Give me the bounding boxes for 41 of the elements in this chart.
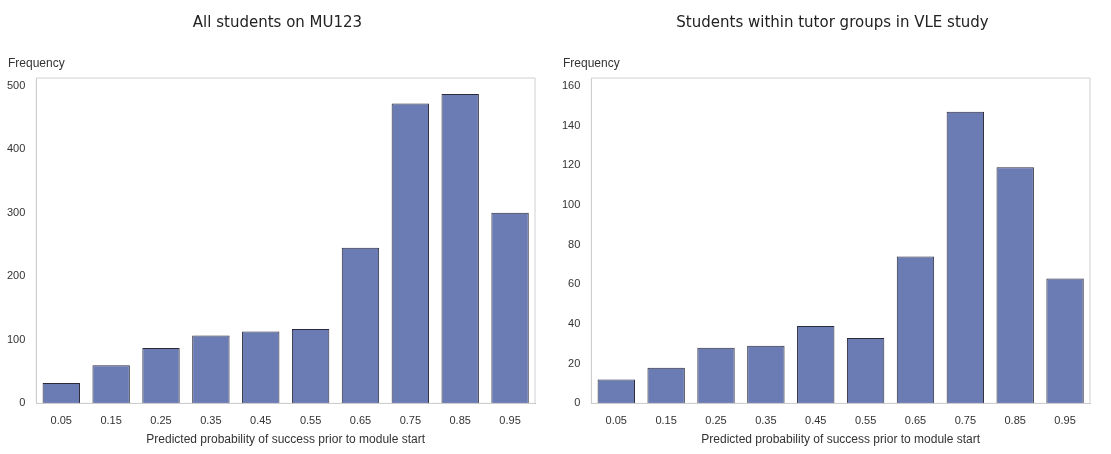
y-tick-label: 140 [561, 118, 581, 131]
y-tick-label: 160 [561, 78, 581, 91]
chart-title: Students within tutor groups in VLE study [675, 12, 990, 33]
x-axis-title: Predicted probability of success prior to module start [146, 432, 426, 447]
x-tick-label: 0.95 [499, 414, 521, 427]
x-tick-label: 0.15 [100, 414, 122, 427]
x-tick-label: 0.75 [954, 414, 977, 427]
y-tick-label: 300 [6, 205, 26, 218]
x-tick-label: 0.25 [150, 414, 172, 427]
y-tick-label: 100 [6, 332, 26, 345]
x-tick-label: 0.15 [655, 414, 677, 427]
y-tick-label: 80 [568, 237, 581, 250]
x-tick-label: 0.65 [904, 414, 927, 427]
x-tick-label: 0.85 [449, 414, 471, 427]
y-axis-title: Frequency [563, 56, 620, 71]
x-tick-label: 0.05 [605, 414, 627, 427]
y-tick-label: 400 [6, 142, 26, 155]
x-tick-label: 0.05 [50, 414, 72, 427]
chart-title: All students on MU123 [191, 12, 364, 33]
x-tick-label: 0.45 [250, 414, 272, 427]
x-tick-label: 0.35 [200, 414, 222, 427]
x-tick-label: 0.55 [854, 414, 877, 427]
x-tick-label: 0.75 [399, 414, 422, 427]
x-tick-label: 0.95 [1054, 414, 1076, 427]
y-tick-label: 60 [568, 277, 581, 290]
x-tick-label: 0.45 [805, 414, 827, 427]
x-tick-label: 0.25 [705, 414, 727, 427]
y-tick-label: 0 [574, 396, 581, 409]
x-tick-label: 0.65 [349, 414, 372, 427]
x-tick-label: 0.85 [1004, 414, 1026, 427]
x-tick-label: 0.55 [299, 414, 322, 427]
y-tick-label: 100 [561, 198, 581, 211]
y-tick-label: 40 [568, 317, 581, 330]
y-tick-label: 120 [561, 158, 581, 171]
y-tick-label: 20 [568, 356, 581, 369]
y-tick-label: 200 [6, 269, 26, 282]
y-axis-title: Frequency [8, 56, 65, 71]
x-axis-title: Predicted probability of success prior to module start [701, 432, 981, 447]
y-tick-label: 0 [19, 396, 26, 409]
y-tick-label: 500 [6, 78, 26, 91]
x-tick-label: 0.35 [755, 414, 777, 427]
